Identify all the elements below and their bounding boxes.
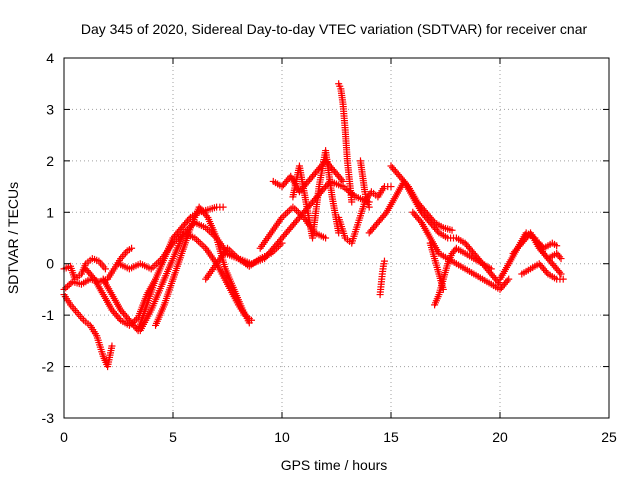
data-marker — [202, 212, 210, 220]
data-point — [101, 265, 109, 273]
series-track-14 — [335, 80, 356, 206]
data-point — [128, 244, 136, 252]
y-tick-label: 3 — [46, 101, 54, 117]
data-marker — [62, 284, 70, 292]
data-point — [245, 319, 253, 327]
data-point — [387, 183, 395, 191]
data-marker — [495, 279, 503, 287]
data-marker — [381, 210, 389, 218]
y-tick-label: 0 — [46, 256, 54, 272]
data-point — [505, 275, 513, 283]
data-marker — [194, 237, 202, 245]
data-marker — [198, 241, 206, 249]
data-point — [348, 198, 356, 206]
data-point — [108, 342, 116, 350]
data-point — [380, 257, 388, 265]
data-marker — [149, 263, 157, 271]
data-marker — [338, 176, 346, 184]
data-marker — [196, 239, 204, 247]
x-tick-label: 10 — [274, 429, 290, 445]
data-marker — [434, 227, 442, 235]
data-marker — [280, 212, 288, 220]
series-track-24 — [509, 229, 565, 263]
y-tick-label: -3 — [42, 410, 55, 426]
data-point — [439, 285, 447, 293]
data-marker — [89, 273, 97, 281]
x-tick-label: 15 — [383, 429, 399, 445]
series-track-17 — [365, 177, 504, 288]
y-tick-label: -2 — [42, 359, 55, 375]
data-marker — [291, 205, 299, 213]
data-marker — [543, 268, 551, 276]
data-marker — [153, 260, 161, 268]
y-axis-label: SDTVAR / TECUs — [5, 182, 21, 294]
data-marker — [283, 208, 291, 216]
y-tick-label: -1 — [42, 307, 55, 323]
data-point — [219, 203, 227, 211]
data-marker — [556, 268, 564, 276]
series-track-2 — [60, 255, 109, 283]
data-point — [448, 226, 456, 234]
data-marker — [115, 315, 123, 323]
series-track-1 — [60, 291, 116, 371]
series-track-26 — [535, 239, 561, 252]
data-marker — [503, 277, 511, 285]
x-axis: 0 5 10 15 20 25 — [60, 58, 617, 445]
x-tick-label: 20 — [492, 429, 508, 445]
series-track-21 — [431, 244, 495, 309]
series-track-22 — [426, 239, 447, 293]
series-track-8 — [152, 203, 253, 329]
data-marker — [403, 181, 411, 189]
series-track-25 — [518, 260, 567, 283]
y-axis: -3 -2 -1 0 1 2 3 4 — [42, 50, 609, 426]
x-axis-label: GPS time / hours — [281, 457, 388, 473]
x-tick-label: 25 — [601, 429, 617, 445]
series-track-13 — [289, 147, 343, 242]
data-point — [339, 177, 347, 185]
x-tick-label: 0 — [60, 429, 68, 445]
data-marker — [200, 243, 208, 251]
series-track-16 — [356, 157, 373, 211]
data-point — [553, 242, 561, 250]
data-point — [322, 234, 330, 242]
data-marker — [285, 207, 293, 215]
data-point — [365, 203, 373, 211]
data-point — [557, 270, 565, 278]
data-marker — [556, 253, 564, 261]
series-track-19 — [387, 162, 456, 234]
data-series — [60, 80, 567, 371]
data-point — [289, 203, 297, 211]
data-marker — [282, 210, 290, 218]
series-track-12 — [269, 157, 347, 196]
data-marker — [429, 217, 437, 225]
y-tick-label: 4 — [46, 50, 54, 66]
series-track-18 — [376, 257, 388, 299]
data-point — [559, 275, 567, 283]
data-marker — [416, 217, 424, 225]
y-tick-label: 2 — [46, 153, 54, 169]
y-tick-label: 1 — [46, 204, 54, 220]
data-marker — [293, 207, 301, 215]
plot-frame — [63, 57, 610, 419]
chart-title: Day 345 of 2020, Sidereal Day-to-day VTE… — [81, 21, 588, 37]
data-marker — [67, 279, 75, 287]
x-tick-label: 5 — [169, 429, 177, 445]
data-marker — [63, 282, 71, 290]
series-track-3 — [60, 244, 136, 293]
data-point — [557, 255, 565, 263]
data-point — [487, 265, 495, 273]
